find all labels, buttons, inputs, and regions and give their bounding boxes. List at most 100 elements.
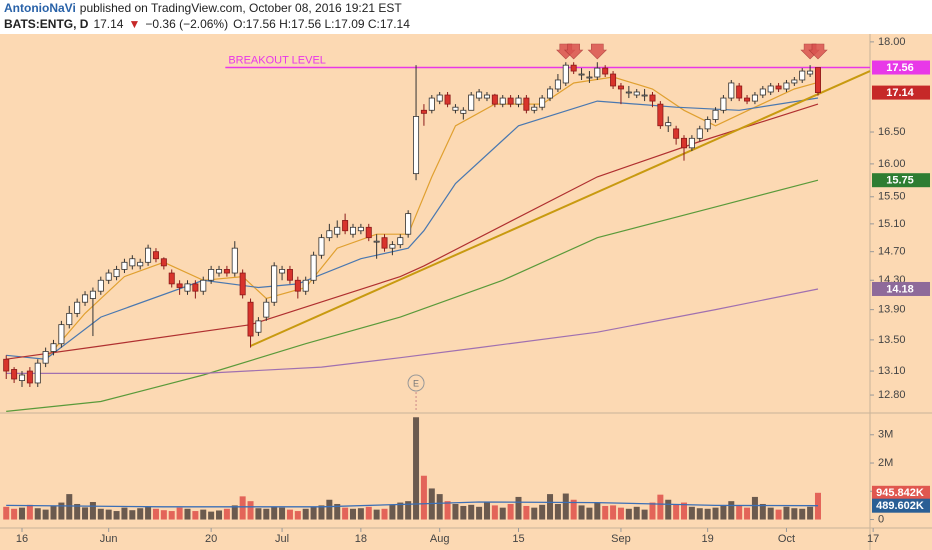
volume-bar <box>389 504 396 520</box>
earnings-marker <box>407 374 425 392</box>
volume-bar <box>89 502 96 520</box>
volume-bar <box>460 505 467 520</box>
volume-bar <box>129 510 136 520</box>
candle-body <box>255 320 262 333</box>
candle-body <box>586 76 593 79</box>
price-tag <box>872 85 930 100</box>
candle-body <box>216 269 223 274</box>
volume-bar <box>200 509 207 520</box>
candle-body <box>428 97 435 111</box>
volume-bar <box>688 506 695 520</box>
volume-bar <box>531 507 538 520</box>
candle-body <box>413 116 420 175</box>
volume-bar <box>594 502 601 520</box>
candle-body <box>814 67 821 93</box>
candle-body <box>342 220 349 232</box>
volume-bar <box>554 503 561 520</box>
candle-body <box>436 94 443 102</box>
y-tick-label: 15.50 <box>878 191 906 203</box>
volume-bar <box>483 502 490 520</box>
candle-body <box>160 258 167 267</box>
price-tag-label: 489.602K <box>876 500 924 512</box>
volume-bar <box>365 506 372 520</box>
candle-body <box>491 94 498 105</box>
candle-body <box>318 237 325 256</box>
x-tick-label: 15 <box>512 533 524 545</box>
candle-body <box>66 312 73 326</box>
volume-bar <box>633 506 640 520</box>
volume-bar <box>696 508 703 520</box>
volume-bar <box>767 507 774 520</box>
candle-body <box>696 128 703 139</box>
y-tick-label: 13.10 <box>878 365 906 377</box>
x-tick-label: Oct <box>778 533 795 545</box>
volume-bar <box>349 508 356 520</box>
volume-bar <box>176 507 183 520</box>
candle-body <box>397 237 404 246</box>
volume-bar <box>665 499 672 520</box>
volume-bar <box>310 506 317 520</box>
volume-bar <box>302 508 309 520</box>
x-tick-label: 18 <box>355 533 367 545</box>
volume-bar <box>152 508 159 520</box>
x-tick-label: 19 <box>702 533 714 545</box>
volume-bar <box>799 508 806 520</box>
candle-body <box>657 103 664 127</box>
volume-bar <box>476 506 483 520</box>
candle-body <box>74 301 81 314</box>
volume-bar <box>113 511 120 520</box>
x-tick-label: 17 <box>867 533 879 545</box>
candle-body <box>405 213 412 235</box>
candle-body <box>807 70 814 75</box>
volume-bar <box>602 505 609 520</box>
candle-body <box>783 82 790 90</box>
volume-bar <box>66 494 73 520</box>
price-tag <box>872 173 930 188</box>
volume-bar <box>255 508 262 520</box>
volume-bar <box>26 504 33 520</box>
volume-tick-label: 0 <box>878 513 884 525</box>
candle-body <box>18 374 25 381</box>
candle-body <box>239 272 246 296</box>
candle-body <box>531 106 538 111</box>
volume-bar <box>334 503 341 520</box>
volume-bar <box>539 504 546 520</box>
volume-bar <box>50 505 57 520</box>
candle-body <box>499 97 506 105</box>
candle-body <box>192 283 199 292</box>
volume-bar <box>137 508 144 520</box>
candle-body <box>113 269 120 278</box>
volume-bar <box>736 505 743 520</box>
y-tick-label: 12.80 <box>878 389 906 401</box>
volume-bar <box>58 502 65 520</box>
candle-body <box>263 301 270 318</box>
candle-body <box>294 279 301 292</box>
candle-body <box>759 88 766 96</box>
volume-bar <box>751 496 758 520</box>
volume-bar <box>625 508 632 520</box>
volume-bar <box>405 501 412 520</box>
symbol: BATS:ENTG, D <box>4 17 89 31</box>
volume-bar <box>239 496 246 520</box>
moving-average <box>6 288 819 374</box>
candle-body <box>121 261 128 270</box>
volume-bar <box>279 507 286 520</box>
candle-body <box>728 82 735 99</box>
candle-body <box>617 85 624 90</box>
candle-body <box>744 97 751 102</box>
x-tick-label: 16 <box>16 533 28 545</box>
candle-body <box>381 237 388 249</box>
candle-body <box>365 226 372 239</box>
volume-bar <box>263 508 270 520</box>
candle-body <box>357 226 364 232</box>
candle-body <box>373 240 380 243</box>
change-arrow: ▼ <box>128 17 140 31</box>
candle-body <box>420 109 427 114</box>
candle-body <box>50 343 57 352</box>
volume-bar <box>547 494 554 520</box>
candle-body <box>736 85 743 99</box>
volume-bar <box>712 507 719 520</box>
price-tag <box>872 485 930 500</box>
volume-bar <box>499 507 506 520</box>
candle-body <box>89 290 96 299</box>
